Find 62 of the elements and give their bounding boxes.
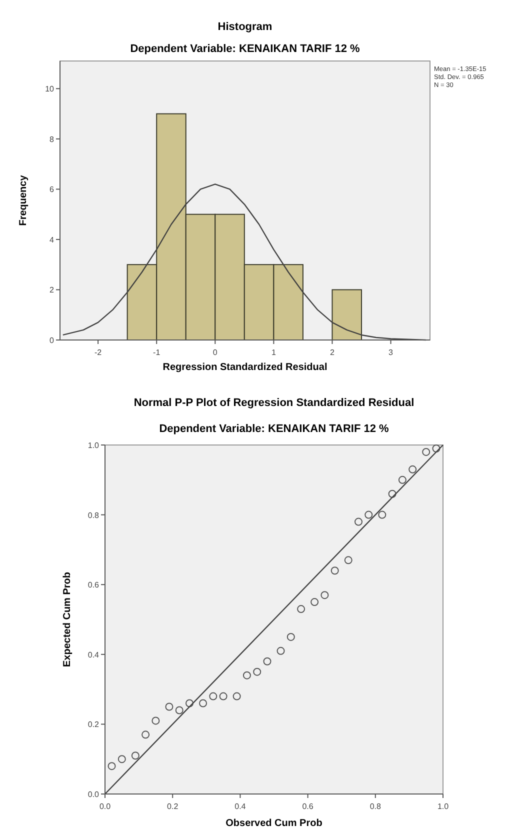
x-tick-label: 0.4 [234,802,246,811]
point [186,699,194,708]
x-axis-title: Regression Standardized Residual [162,362,328,373]
point [131,752,140,760]
y-tick-label: 0.8 [88,510,100,520]
x-tick-label: 0.6 [302,802,314,811]
y-axis-title: Frequency [18,174,29,226]
point [286,632,295,641]
chart-title: Histogram [218,21,272,33]
point [344,556,352,564]
chart-title: Normal P-P Plot of Regression Standardized Residual [134,397,414,409]
point [398,476,406,484]
point [276,646,285,655]
chart-subtitle: Dependent Variable: KENAIKAN TARIF 12 % [130,43,360,55]
point [219,692,228,700]
y-tick-label: 0.4 [88,650,100,660]
point [165,702,174,711]
point [320,591,329,600]
point [364,510,373,519]
point [142,730,150,739]
chart-subtitle: Dependent Variable: KENAIKAN TARIF 12 % [159,423,390,435]
point [175,706,184,714]
y-tick-label: 1.0 [88,441,100,450]
x-tick-label: 2 [330,348,336,357]
y-tick-label: 2 [50,286,55,295]
point [297,605,306,614]
point [388,490,396,498]
point [408,465,417,474]
point [310,598,319,606]
y-tick-label: 0 [50,336,55,345]
point [118,755,126,764]
point [199,699,208,708]
y-tick-label: 6 [50,185,55,194]
point [330,566,339,575]
point [209,692,218,700]
point [232,692,241,700]
point [432,444,440,452]
point [253,668,262,676]
x-tick-label: 0 [212,348,218,357]
y-tick-label: 8 [50,134,55,144]
x-tick-label: -2 [94,348,102,357]
y-tick-label: 0.0 [88,790,100,799]
x-tick-label: 1.0 [437,802,450,811]
y-tick-label: 4 [50,235,55,244]
point [263,657,272,666]
point [152,716,160,725]
y-tick-label: 10 [45,84,55,94]
y-tick-label: 0.6 [88,580,100,590]
x-tick-label: -1 [153,348,161,357]
point [422,448,430,456]
point [108,762,116,770]
x-tick-label: 0.2 [167,802,179,811]
x-tick-label: 0.0 [99,802,112,811]
x-tick-label: 3 [388,348,394,357]
y-axis-title: Expected Cum Prob [62,572,73,668]
point [378,510,386,519]
x-tick-label: 1 [271,348,276,357]
point [242,671,251,680]
point [354,518,362,526]
x-axis-title: Observed Cum Prob [226,818,322,829]
x-tick-label: 0.8 [370,802,382,811]
y-tick-label: 0.2 [88,720,100,730]
